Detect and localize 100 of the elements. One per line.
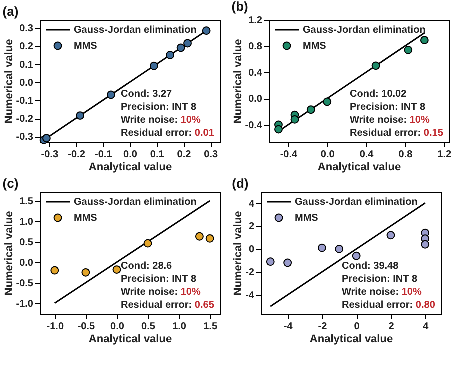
annotation: Write noise: 10%: [121, 287, 201, 298]
point: [266, 258, 275, 266]
y-tick-label: -0.3: [16, 132, 34, 144]
annotation: Cond: 39.48: [342, 261, 400, 272]
point: [166, 51, 175, 60]
point: [150, 62, 158, 70]
chart-title: (d): [232, 176, 249, 191]
point: [421, 240, 430, 249]
x-tick-label: 4: [423, 322, 430, 332]
x-tick-label: 1.2: [438, 150, 452, 160]
annotation: Cond: 3.27: [121, 89, 173, 100]
chart-title: (b): [232, 0, 248, 14]
x-axis-title: Analytical value: [318, 162, 402, 174]
x-tick-label: 1.0: [172, 322, 187, 332]
x-tick-label: -4: [284, 322, 294, 332]
legend-label: MMS: [74, 213, 98, 224]
annotation: Residual error: 0.65: [121, 300, 215, 311]
x-tick-label: -0.3: [41, 150, 59, 160]
y-tick-label: -0.5: [16, 278, 34, 290]
legend-label: MMS: [295, 213, 319, 224]
y-axis-title: Numerical value: [3, 39, 16, 124]
y-tick-label: 0.8: [248, 42, 263, 53]
point: [274, 125, 283, 134]
y-tick-label: 2: [248, 222, 255, 233]
x-tick-label: 0.8: [398, 150, 414, 160]
point: [352, 252, 361, 260]
y-axis-title: Numerical value: [232, 39, 244, 124]
y-tick-label: -1.0: [16, 298, 34, 310]
x-axis-title: Analytical value: [88, 162, 172, 174]
y-tick-label: 0: [248, 244, 255, 256]
point: [184, 39, 192, 48]
legend-label: MMS: [74, 41, 98, 52]
x-tick-label: 2: [388, 322, 395, 332]
annotation: Residual error: 0.15: [350, 128, 444, 139]
y-tick-label: 0.0: [20, 258, 34, 269]
point: [202, 26, 211, 36]
annotation: Residual error: 0.01: [121, 128, 215, 139]
x-tick-label: 0.2: [177, 150, 192, 160]
annotation: Residual error: 0.80: [342, 300, 436, 311]
x-tick-label: 0.5: [142, 322, 156, 332]
x-axis-title: Analytical value: [88, 334, 172, 346]
point: [323, 98, 332, 106]
y-axis-title: Numerical value: [232, 211, 245, 296]
y-tick-label: 0.4: [248, 68, 263, 79]
point: [420, 36, 429, 45]
x-tick-label: 0.0: [110, 322, 125, 332]
chart-title: (a): [2, 4, 19, 19]
x-tick-label: -0.2: [68, 150, 86, 160]
y-tick-label: 0.1: [20, 60, 34, 71]
point: [284, 258, 292, 268]
x-tick-label: 0.4: [360, 150, 374, 160]
point: [290, 116, 300, 124]
x-tick-label: 0.3: [204, 150, 218, 160]
y-tick-label: -2: [246, 268, 255, 279]
annotation: Cond: 10.02: [350, 89, 408, 100]
x-tick-label: -2: [318, 322, 328, 332]
annotation: Write noise: 10%: [350, 115, 430, 126]
point: [318, 244, 326, 252]
x-tick-label: 0.1: [150, 150, 165, 160]
legend-label: MMS: [303, 41, 327, 52]
y-tick-label: 1.5: [20, 196, 34, 208]
legend-label: Gauss-Jordan elimination: [303, 25, 426, 36]
y-tick-label: 0.0: [248, 94, 263, 106]
y-tick-label: 0.2: [20, 42, 34, 53]
point: [50, 266, 60, 275]
point: [372, 62, 380, 70]
x-tick-label: -1.0: [46, 322, 64, 332]
annotation: Write noise: 10%: [121, 115, 201, 126]
point: [42, 134, 51, 143]
chart-title: (c): [2, 176, 19, 191]
point: [82, 268, 90, 277]
x-tick-label: 0: [354, 322, 360, 332]
x-tick-label: 1.5: [204, 322, 218, 332]
x-tick-label: -0.4: [280, 150, 298, 160]
y-tick-label: -0.2: [16, 114, 34, 126]
y-tick-label: -0.4: [245, 120, 263, 132]
y-tick-label: 0.0: [20, 78, 34, 89]
x-tick-label: -0.1: [95, 150, 113, 160]
annotation: Precision: INT 8: [121, 274, 198, 285]
annotation: Precision: INT 8: [350, 102, 426, 113]
point: [176, 44, 186, 52]
point: [195, 232, 204, 241]
point: [106, 90, 116, 100]
y-tick-label: 1.0: [20, 216, 34, 228]
annotation: Precision: INT 8: [121, 102, 198, 113]
y-axis-title: Numerical value: [3, 211, 16, 296]
x-tick-label: -0.5: [78, 322, 96, 332]
point: [404, 46, 413, 54]
legend-label: Gauss-Jordan elimination: [74, 25, 197, 36]
y-tick-label: 0.3: [20, 24, 34, 35]
annotation: Cond: 28.6: [121, 261, 173, 272]
legend-label: Gauss-Jordan elimination: [74, 197, 197, 208]
legend-label: Gauss-Jordan elimination: [295, 197, 418, 208]
y-tick-label: 0.5: [20, 237, 34, 248]
point: [386, 231, 396, 240]
y-tick-label: -4: [246, 290, 255, 302]
annotation: Write noise: 10%: [342, 287, 422, 298]
point: [335, 245, 344, 254]
point: [206, 234, 214, 243]
x-tick-label: 0.0: [320, 150, 336, 160]
